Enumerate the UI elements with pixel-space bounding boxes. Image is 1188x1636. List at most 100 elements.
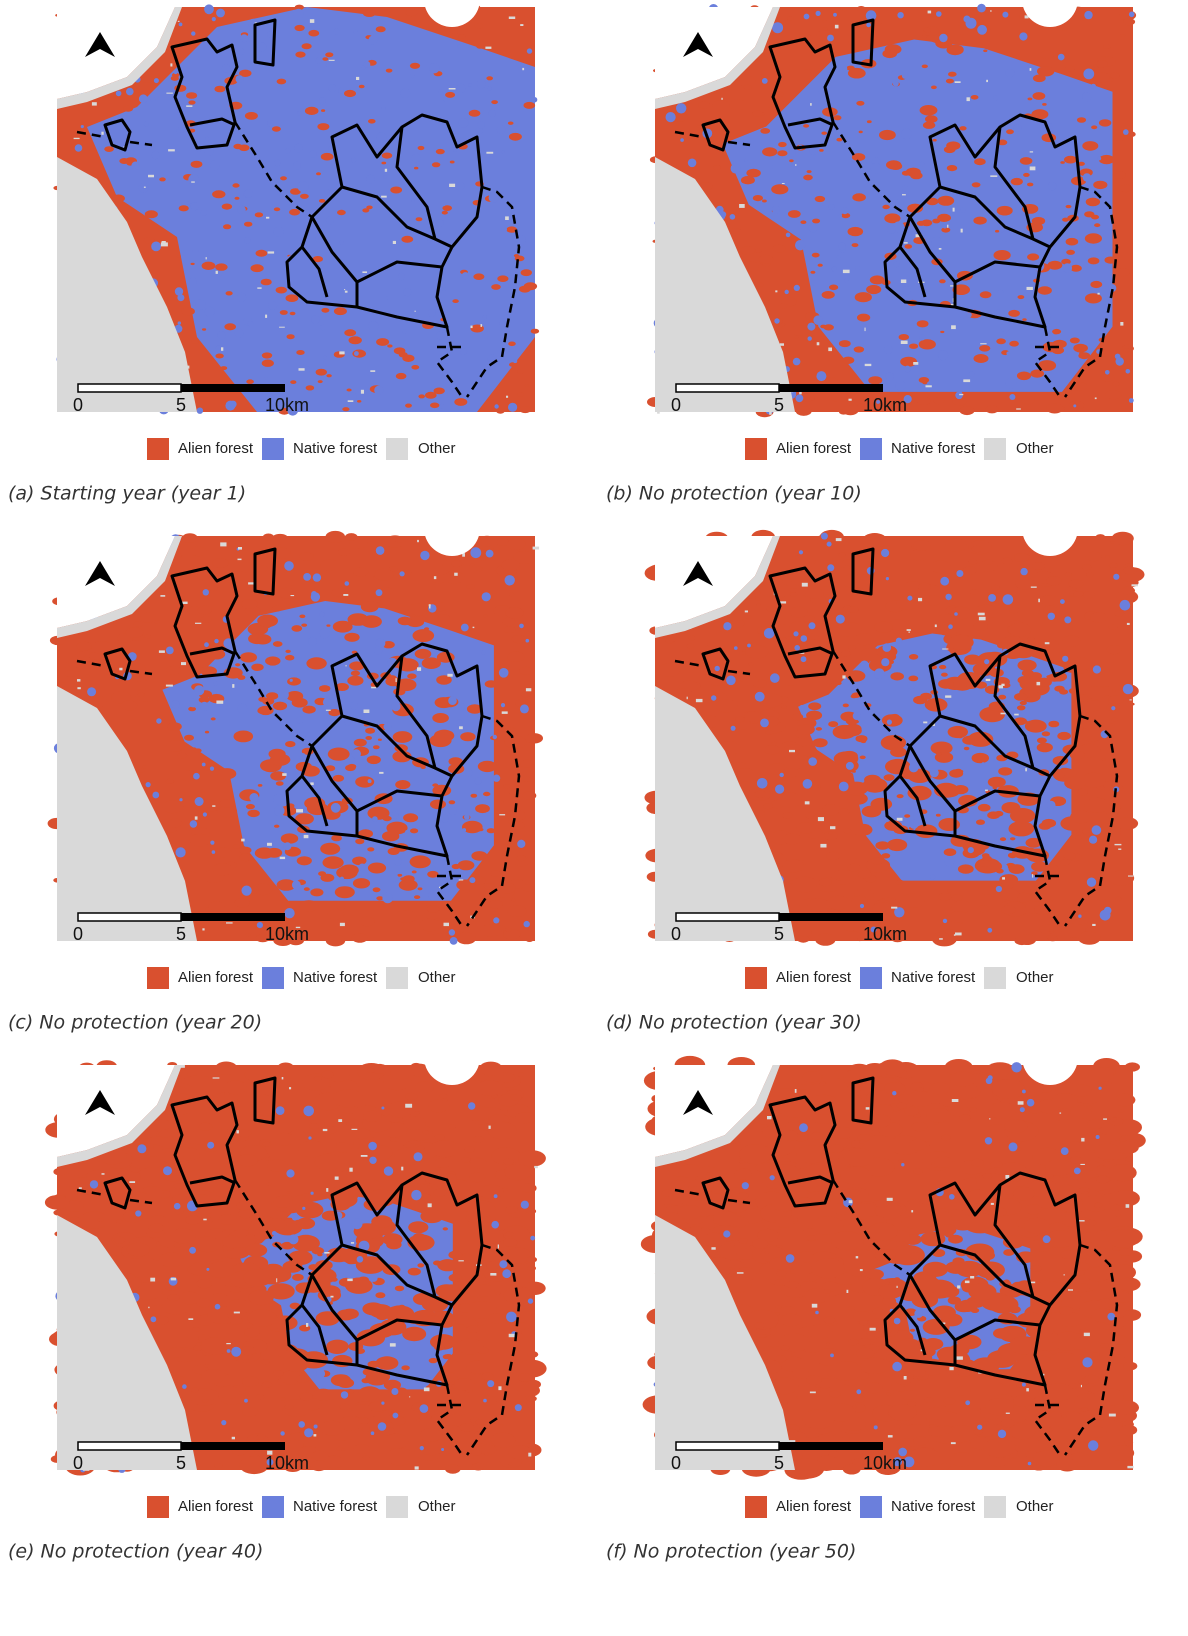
alien-patch [658, 664, 680, 677]
alien-patch [487, 828, 496, 833]
native-patch [998, 289, 1004, 295]
alien-patch [894, 1277, 900, 1280]
alien-patch [278, 588, 296, 599]
native-patch [846, 762, 854, 770]
alien-patch [338, 1170, 361, 1184]
alien-patch [296, 1218, 315, 1229]
alien-patch [215, 263, 227, 270]
native-patch [189, 277, 197, 285]
legend-swatch [262, 438, 284, 460]
alien-patch [374, 569, 393, 581]
other-patch [911, 1210, 913, 1212]
other-patch [78, 1394, 83, 1398]
alien-patch [1060, 859, 1070, 865]
native-patch [398, 273, 405, 280]
other-patch [810, 103, 812, 106]
native-patch [152, 151, 160, 159]
legend-swatch [860, 1496, 882, 1518]
native-patch [1129, 398, 1134, 403]
alien-patch [223, 224, 231, 229]
alien-patch [475, 804, 490, 813]
legend-label: Native forest [891, 969, 976, 986]
native-patch [400, 88, 410, 98]
native-patch [237, 293, 246, 302]
other-patch [745, 611, 748, 613]
alien-patch [945, 1232, 954, 1237]
other-patch [471, 326, 473, 329]
native-patch [836, 615, 845, 624]
alien-patch [241, 1346, 256, 1355]
native-patch [532, 97, 537, 102]
alien-patch [319, 199, 325, 203]
alien-patch [1101, 374, 1115, 382]
native-patch [179, 23, 183, 27]
scale-bar-label: 10km [265, 924, 309, 944]
alien-patch [807, 1235, 816, 1241]
native-patch [897, 12, 903, 18]
alien-patch [828, 832, 832, 835]
alien-patch [855, 292, 872, 302]
other-patch [352, 1129, 358, 1130]
native-patch [809, 622, 816, 629]
other-patch [110, 265, 111, 267]
alien-patch [464, 889, 470, 892]
alien-patch [1059, 1307, 1073, 1316]
alien-patch [1113, 171, 1126, 179]
alien-patch [476, 44, 483, 48]
alien-patch [361, 601, 379, 612]
alien-patch [506, 607, 524, 618]
alien-patch [1000, 837, 1006, 841]
alien-patch [1092, 72, 1110, 83]
native-patch [462, 272, 469, 279]
native-patch [1027, 1099, 1035, 1107]
native-patch [176, 129, 180, 133]
alien-patch [509, 133, 522, 141]
other-patch [226, 1343, 231, 1344]
native-patch [688, 159, 697, 168]
other-patch [184, 366, 189, 369]
native-patch [296, 717, 303, 724]
other-patch [989, 1118, 990, 1119]
other-patch [945, 695, 951, 697]
alien-patch [846, 670, 865, 681]
other-patch [1095, 398, 1097, 400]
native-patch [680, 138, 684, 142]
alien-patch [734, 205, 738, 207]
alien-patch [506, 1206, 518, 1213]
native-patch [176, 847, 186, 857]
alien-patch [219, 1214, 237, 1225]
other-patch [213, 1077, 220, 1078]
alien-patch [844, 725, 862, 736]
alien-patch [1013, 1395, 1033, 1407]
alien-patch [527, 1351, 538, 1358]
native-patch [493, 775, 500, 782]
alien-patch [815, 934, 835, 946]
native-patch [441, 1448, 444, 1451]
alien-patch [395, 910, 416, 923]
alien-patch [467, 584, 475, 589]
alien-patch [797, 724, 815, 735]
other-patch [148, 175, 154, 178]
native-patch [793, 631, 798, 636]
alien-patch [811, 1258, 844, 1278]
native-patch [1093, 244, 1101, 252]
alien-patch [272, 606, 282, 612]
alien-patch [1018, 660, 1037, 671]
alien-patch [733, 212, 739, 215]
alien-patch [979, 1251, 995, 1260]
alien-patch [1099, 119, 1111, 126]
alien-patch [960, 1114, 971, 1121]
native-patch [240, 34, 248, 42]
alien-patch [988, 1102, 1016, 1119]
native-patch [519, 624, 524, 629]
alien-patch [922, 65, 928, 69]
alien-patch [471, 1158, 487, 1168]
alien-patch [771, 184, 788, 194]
alien-patch [938, 196, 955, 206]
alien-patch [856, 101, 864, 106]
alien-patch [281, 833, 298, 843]
other-patch [986, 80, 988, 82]
alien-patch [854, 346, 864, 352]
alien-patch [184, 735, 194, 741]
native-patch [455, 182, 464, 191]
